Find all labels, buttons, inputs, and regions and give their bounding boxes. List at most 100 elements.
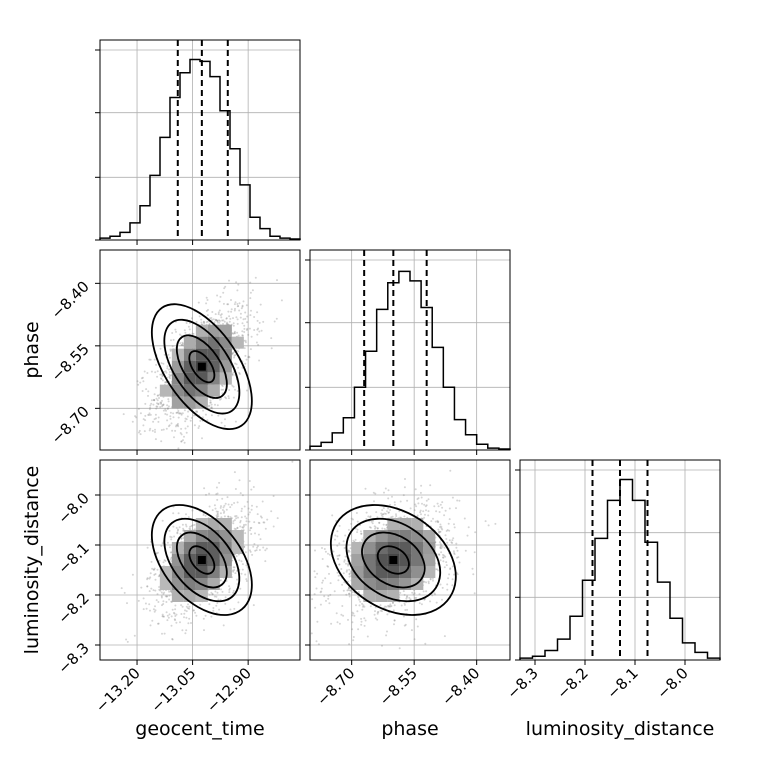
scatter-point <box>348 572 351 575</box>
scatter-point <box>204 614 207 617</box>
scatter-point <box>429 578 432 581</box>
scatter-point <box>362 605 364 608</box>
scatter-point <box>227 310 230 313</box>
scatter-point <box>216 512 219 515</box>
scatter-point <box>342 572 345 575</box>
scatter-point <box>172 611 175 614</box>
scatter-point <box>258 330 261 333</box>
scatter-point <box>240 560 243 563</box>
scatter-point <box>198 315 201 318</box>
scatter-point <box>225 508 228 511</box>
scatter-point <box>435 510 438 513</box>
contour-level <box>345 517 442 603</box>
density-cell <box>363 554 376 566</box>
y-axis-label: luminosity_distance <box>21 466 43 655</box>
scatter-point <box>239 492 242 495</box>
scatter-point <box>393 619 396 622</box>
scatter-point <box>427 514 430 517</box>
scatter-point <box>181 343 184 346</box>
scatter-point <box>376 516 379 519</box>
scatter-point <box>403 624 406 627</box>
scatter-point <box>384 512 387 515</box>
scatter-point <box>253 316 256 318</box>
scatter-point <box>181 341 184 344</box>
scatter-point <box>227 515 230 518</box>
scatter-point <box>167 400 170 403</box>
scatter-point <box>246 321 249 324</box>
scatter-point <box>183 435 185 438</box>
scatter-point <box>323 595 326 598</box>
y-tick-label: −8.1 <box>54 539 92 577</box>
density-cell <box>411 530 424 542</box>
density-cell <box>411 554 424 566</box>
scatter-point <box>184 420 187 423</box>
density-cell <box>207 384 220 397</box>
scatter-point <box>263 521 266 524</box>
scatter-point <box>327 597 330 600</box>
scatter-point <box>188 607 191 610</box>
scatter-point <box>374 526 377 529</box>
scatter-point <box>405 597 408 600</box>
scatter-point <box>232 317 234 320</box>
scatter-point <box>195 614 198 617</box>
scatter-point <box>249 314 252 317</box>
scatter-point <box>231 374 234 377</box>
scatter-point <box>188 322 191 324</box>
scatter-point <box>161 542 164 545</box>
scatter-point <box>472 573 475 576</box>
scatter-point <box>188 527 191 530</box>
scatter-point <box>415 505 418 508</box>
scatter-point <box>220 588 222 591</box>
scatter-point <box>169 590 172 593</box>
scatter-point <box>402 494 405 497</box>
scatter-point <box>235 515 238 517</box>
scatter-point <box>389 509 392 511</box>
density-cell <box>375 578 388 590</box>
scatter-point <box>256 328 259 331</box>
x-axis-label: geocent_time <box>135 718 264 740</box>
scatter-point <box>388 511 390 514</box>
scatter-point <box>154 428 156 431</box>
scatter-point <box>238 479 241 482</box>
density-cell <box>159 566 172 578</box>
scatter-point <box>338 563 341 566</box>
density-cell <box>171 590 184 602</box>
scatter-point <box>164 560 167 562</box>
scatter-point <box>439 503 442 506</box>
scatter-point <box>270 337 273 340</box>
scatter-point <box>142 380 145 383</box>
scatter-point <box>393 501 396 504</box>
scatter-point <box>217 515 220 518</box>
scatter-point <box>242 526 245 529</box>
scatter-point <box>376 611 379 614</box>
scatter-point <box>241 366 244 369</box>
scatter-point <box>167 405 170 408</box>
scatter-point <box>184 331 187 334</box>
scatter-point <box>187 410 190 413</box>
scatter-point <box>242 525 245 528</box>
scatter-point <box>149 572 152 575</box>
scatter-point <box>172 512 175 515</box>
scatter-point <box>441 545 444 548</box>
x-tick-label: −13.20 <box>92 664 144 716</box>
scatter-point <box>218 321 221 324</box>
y-tick-label: −8.70 <box>48 402 93 447</box>
scatter-point <box>174 615 177 617</box>
scatter-point <box>187 622 190 625</box>
scatter-point <box>169 546 171 549</box>
scatter-point <box>348 592 350 595</box>
scatter-point <box>391 495 393 498</box>
scatter-point <box>409 507 412 510</box>
scatter-point <box>180 613 183 615</box>
scatter-point <box>250 533 253 535</box>
scatter-point <box>437 569 440 572</box>
density-cell <box>159 578 172 590</box>
scatter-point <box>473 551 476 554</box>
scatter-point <box>160 373 163 376</box>
scatter-point <box>146 372 149 374</box>
scatter-point <box>445 530 448 532</box>
scatter-point <box>221 385 224 388</box>
scatter-point <box>197 301 200 304</box>
scatter-point <box>239 312 242 315</box>
scatter-point <box>190 317 193 320</box>
